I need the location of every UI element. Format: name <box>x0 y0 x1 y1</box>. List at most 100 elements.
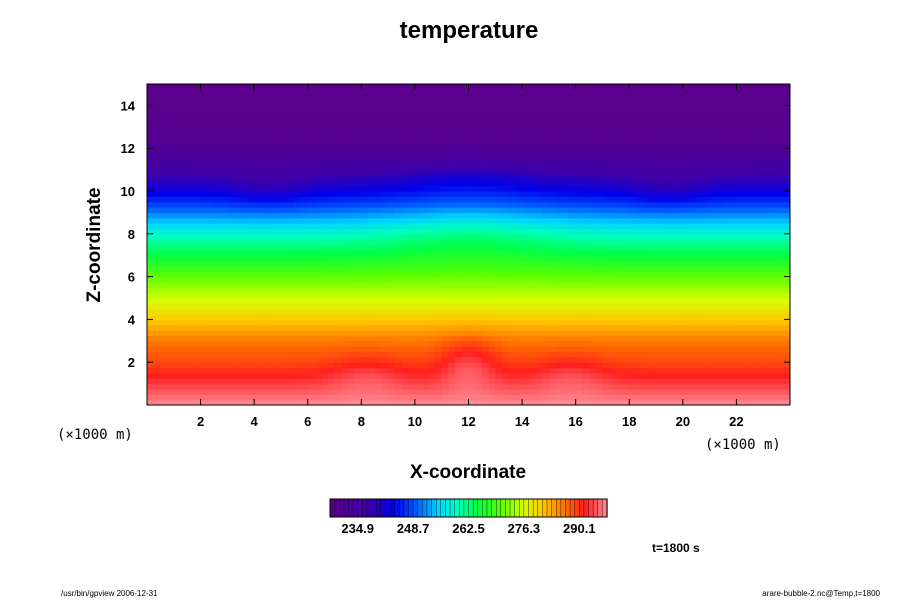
heatmap-cell <box>414 105 423 112</box>
heatmap-cell <box>274 255 282 262</box>
heatmap-cell <box>455 196 463 203</box>
heatmap-cell <box>354 148 362 155</box>
heatmap-cell <box>682 89 691 96</box>
heatmap-cell <box>435 281 443 288</box>
heatmap-cell <box>475 298 483 304</box>
heatmap-cell <box>327 292 336 299</box>
heatmap-cell <box>294 89 302 96</box>
heatmap-cell <box>307 260 316 267</box>
heatmap-cell <box>622 367 630 374</box>
heatmap-cell <box>528 164 537 171</box>
heatmap-cell <box>240 94 249 101</box>
heatmap-cell <box>187 121 195 128</box>
heatmap-cell <box>354 223 362 230</box>
heatmap-cell <box>582 148 590 155</box>
heatmap-cell <box>656 180 664 187</box>
heatmap-cell <box>220 158 228 165</box>
heatmap-cell <box>408 255 416 262</box>
heatmap-cell <box>280 260 289 267</box>
heatmap-cell <box>347 100 356 106</box>
heatmap-cell <box>629 212 637 219</box>
heatmap-cell <box>381 303 389 310</box>
heatmap-cell <box>615 367 624 374</box>
heatmap-cell <box>461 84 470 90</box>
heatmap-cell <box>568 394 577 401</box>
heatmap-cell <box>361 330 369 337</box>
heatmap-cell <box>555 126 563 133</box>
heatmap-cell <box>167 249 175 256</box>
heatmap-cell <box>669 287 677 294</box>
heatmap-cell <box>656 110 664 117</box>
heatmap-cell <box>207 84 215 90</box>
heatmap-cell <box>495 255 503 262</box>
heatmap-cell <box>522 196 530 203</box>
heatmap-cell <box>542 169 550 176</box>
heatmap-cell <box>213 110 222 117</box>
heatmap-cell <box>187 126 195 133</box>
heatmap-cell <box>153 298 161 304</box>
heatmap-cell <box>682 239 691 246</box>
heatmap-cell <box>488 233 496 240</box>
heatmap-cell <box>635 335 644 342</box>
heatmap-cell <box>629 174 637 181</box>
heatmap-cell <box>374 265 383 272</box>
heatmap-cell <box>542 330 550 337</box>
heatmap-cell <box>582 217 590 224</box>
heatmap-cell <box>696 276 704 283</box>
heatmap-cell <box>562 319 570 326</box>
heatmap-cell <box>147 148 155 155</box>
heatmap-cell <box>347 201 356 208</box>
heatmap-cell <box>354 265 362 272</box>
heatmap-cell <box>213 174 222 181</box>
heatmap-cell <box>361 356 369 363</box>
heatmap-cell <box>301 314 309 320</box>
heatmap-cell <box>461 383 470 390</box>
heatmap-cell <box>341 330 349 337</box>
heatmap-cell <box>575 94 583 101</box>
heatmap-cell <box>629 372 637 379</box>
heatmap-cell <box>213 142 222 149</box>
heatmap-cell <box>662 142 671 149</box>
heatmap-cell <box>676 233 684 240</box>
heatmap-cell <box>595 201 604 208</box>
heatmap-cell <box>187 148 195 155</box>
heatmap-cell <box>374 271 383 278</box>
heatmap-cell <box>294 378 302 385</box>
heatmap-cell <box>642 191 650 197</box>
heatmap-cell <box>280 265 289 272</box>
heatmap-cell <box>702 388 711 395</box>
heatmap-cell <box>213 367 222 374</box>
heatmap-cell <box>374 137 383 144</box>
heatmap-cell <box>542 378 550 385</box>
heatmap-cell <box>180 174 188 181</box>
heatmap-cell <box>234 319 242 326</box>
heatmap-cell <box>508 255 516 262</box>
heatmap-cell <box>267 223 275 230</box>
heatmap-cell <box>662 399 671 405</box>
heatmap-cell <box>180 330 188 337</box>
heatmap-cell <box>381 132 389 139</box>
heatmap-cell <box>562 303 570 310</box>
heatmap-cell <box>280 335 289 342</box>
heatmap-cell <box>327 356 336 363</box>
heatmap-cell <box>341 153 349 160</box>
heatmap-cell <box>428 89 436 96</box>
heatmap-cell <box>234 223 242 230</box>
heatmap-cell <box>301 308 309 315</box>
heatmap-cell <box>508 207 516 213</box>
heatmap-cell <box>629 281 637 288</box>
heatmap-cell <box>589 340 597 347</box>
heatmap-cell <box>327 233 336 240</box>
heatmap-cell <box>522 330 530 337</box>
heatmap-cell <box>535 281 543 288</box>
heatmap-cell <box>153 212 161 219</box>
heatmap-cell <box>441 372 450 379</box>
heatmap-cell <box>448 94 456 101</box>
heatmap-cell <box>260 255 269 262</box>
heatmap-cell <box>522 260 530 267</box>
heatmap-cell <box>535 196 543 203</box>
heatmap-cell <box>147 281 155 288</box>
heatmap-cell <box>153 265 161 272</box>
heatmap-cell <box>669 276 677 283</box>
heatmap-cell <box>535 89 543 96</box>
